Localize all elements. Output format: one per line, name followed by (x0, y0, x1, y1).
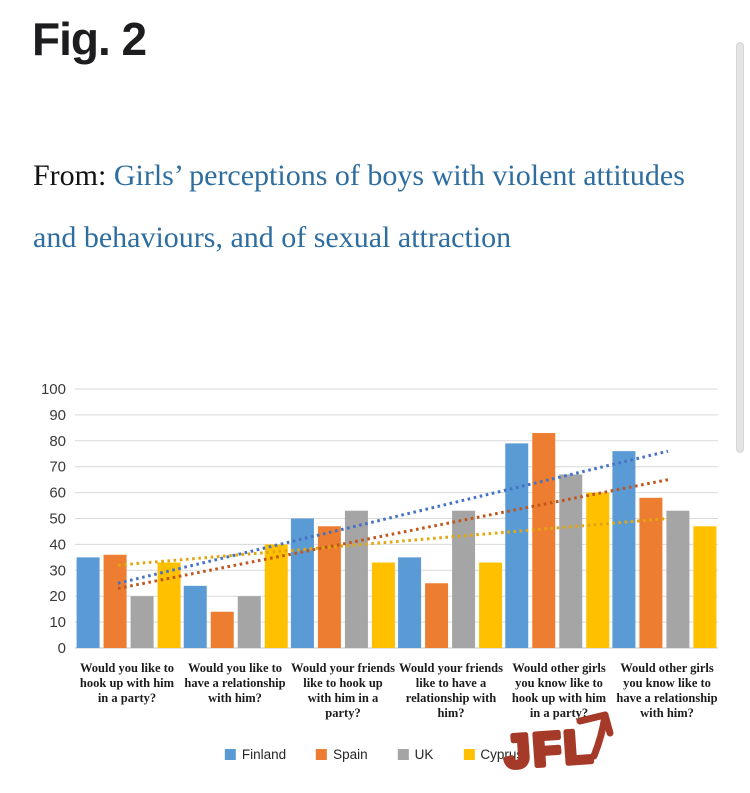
bar-uk-group1 (130, 596, 154, 648)
y-tick-label: 80 (49, 433, 66, 450)
bar-chart: 0 10 20 30 40 50 60 70 80 90 100 Would you like to… (0, 378, 750, 793)
bar-spain-group2 (210, 611, 234, 648)
legend-swatch-icon (224, 749, 236, 760)
y-tick-label: 20 (49, 588, 66, 605)
trendline-spain (117, 478, 669, 590)
y-tick-label: 70 (49, 459, 66, 476)
legend-item-uk: UK (397, 747, 434, 762)
bar-uk-group4 (452, 510, 476, 648)
bar-cyprus-group4 (479, 562, 503, 648)
legend-swatch-icon (397, 749, 409, 760)
bar-finland-group4 (398, 557, 422, 648)
y-tick-label: 60 (49, 485, 66, 502)
bar-spain-group5 (532, 433, 556, 648)
bar-finland-group3 (290, 518, 314, 648)
bar-finland-group5 (505, 443, 529, 648)
bar-uk-group3 (344, 510, 368, 648)
y-tick-label: 0 (58, 640, 66, 654)
bar-spain-group6 (639, 497, 663, 648)
chart-plot-area: 0 10 20 30 40 50 60 70 80 90 100 (41, 381, 718, 654)
trendline-cyprus (117, 517, 669, 567)
x-axis-label-6: Would other girls you know like to have … (616, 661, 718, 720)
legend-item-spain: Spain (316, 747, 368, 762)
legend-label: Spain (333, 747, 368, 762)
scrollbar-thumb[interactable] (736, 42, 744, 453)
bar-cyprus-group1 (157, 562, 181, 648)
y-tick-label: 40 (49, 536, 66, 553)
bar-cyprus-group6 (693, 526, 717, 648)
x-axis-labels: Would you like to hook up with him in a … (73, 661, 721, 721)
bar-cyprus-group3 (371, 562, 395, 648)
legend-item-cyprus: Cyprus (463, 747, 523, 762)
bar-uk-group2 (237, 596, 261, 648)
title-link[interactable]: Girls’ perceptions of boys with violent … (33, 159, 685, 254)
y-tick-label: 100 (41, 381, 66, 398)
legend-item-finland: Finland (224, 747, 287, 762)
paper-title: From: Girls’ perceptions of boys with vi… (33, 145, 733, 269)
bar-finland-group6 (612, 451, 636, 648)
legend-label: Cyprus (480, 747, 524, 762)
y-tick-label: 10 (49, 614, 66, 631)
x-axis-label-3: Would your friends like to hook up with … (291, 661, 395, 720)
legend-label: Finland (241, 747, 287, 762)
figure-label: Fig. 2 (32, 13, 147, 65)
bar-finland-group1 (76, 557, 100, 648)
y-tick-label: 50 (49, 511, 66, 528)
x-axis-label-2: Would you like to have a relationship wi… (184, 661, 286, 705)
trendline-finland (117, 449, 669, 585)
x-axis-label-1: Would you like to hook up with him in a … (79, 661, 175, 705)
y-tick-label: 30 (49, 562, 66, 579)
title-prefix: From: (33, 159, 114, 192)
bar-uk-group5 (559, 474, 583, 648)
x-axis-label-5: Would other girls you know like to hook … (511, 661, 607, 720)
legend-label: UK (414, 747, 434, 762)
legend-swatch-icon (316, 749, 328, 760)
chart-legend: Finland Spain UK Cyprus (224, 747, 523, 762)
bar-cyprus-group2 (264, 544, 288, 648)
bar-uk-group6 (666, 510, 690, 648)
legend-swatch-icon (463, 749, 475, 760)
bar-spain-group3 (317, 526, 341, 648)
bar-cyprus-group5 (586, 492, 610, 648)
x-axis-label-4: Would your friends like to have a relati… (399, 661, 503, 720)
bar-spain-group1 (103, 554, 127, 648)
y-tick-label: 90 (49, 407, 66, 424)
bar-spain-group4 (425, 583, 449, 648)
bar-finland-group2 (183, 585, 207, 648)
